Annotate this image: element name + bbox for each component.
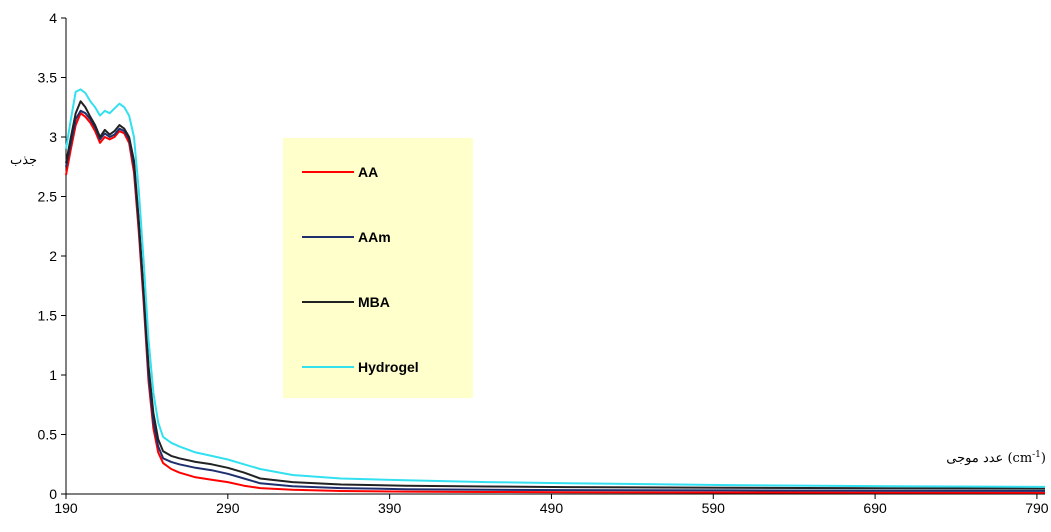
legend-label-mba: MBA [358, 294, 390, 310]
x-tick-label: 790 [1025, 500, 1049, 516]
y-tick-label: 1.5 [38, 308, 58, 324]
legend-label-aa: AA [358, 164, 378, 180]
x-axis-title-text: عدد موجی (cm [946, 451, 1032, 466]
x-axis-title-sup: -1 [1032, 450, 1041, 460]
y-tick-label: 0 [49, 486, 57, 502]
series-line-aa [65, 112, 1046, 494]
axes: 0 0.5 1 1.5 2 2.5 3 3.5 4 190 290 390 490 590 690 790 [38, 10, 1049, 516]
y-tick-label: 4 [49, 10, 57, 26]
axis-titles: جذب عدد موجی (cm-1) [10, 153, 1046, 466]
x-tick-label: 690 [863, 500, 887, 516]
legend-label-aam: AAm [358, 229, 391, 245]
legend: AA AAm MBA Hydrogel [283, 138, 473, 398]
series-lines [65, 88, 1046, 494]
series-line-aam [65, 109, 1046, 492]
legend-box [283, 138, 473, 398]
y-tick-label: 3 [49, 129, 57, 145]
x-tick-label: 290 [216, 500, 240, 516]
x-axis-title: عدد موجی (cm-1) [946, 450, 1046, 466]
y-tick-label: 3.5 [38, 70, 58, 86]
y-tick-label: 2 [49, 248, 57, 264]
x-tick-label: 590 [702, 500, 726, 516]
x-tick-label: 390 [378, 500, 402, 516]
y-tick-label: 1 [49, 367, 57, 383]
x-tick-label: 190 [54, 500, 78, 516]
y-tick-label: 0.5 [38, 427, 58, 443]
series-line-hydrogel [65, 88, 1046, 488]
x-tick-label: 490 [540, 500, 564, 516]
x-axis-title-close: ) [1041, 451, 1046, 466]
y-tick-label: 2.5 [38, 189, 58, 205]
legend-label-hydrogel: Hydrogel [358, 359, 419, 375]
y-axis-title: جذب [10, 153, 37, 168]
series-line-mba [65, 100, 1046, 490]
